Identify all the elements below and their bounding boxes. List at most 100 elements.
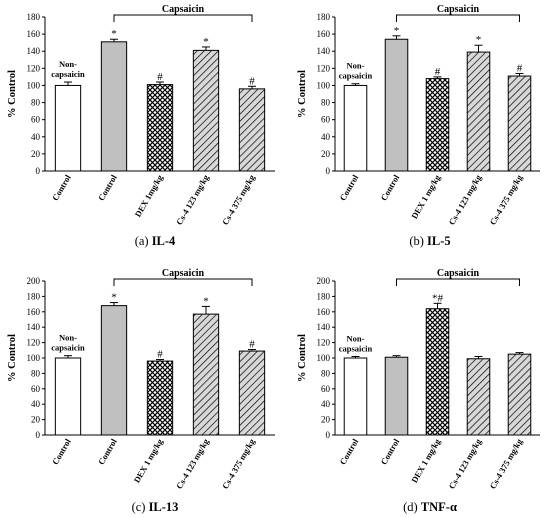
x-tick-label: DEX 1 mg/kg — [409, 172, 443, 220]
y-tick-label: 180 — [27, 12, 41, 22]
y-tick-label: 120 — [27, 338, 41, 348]
bar — [54, 84, 82, 172]
y-tick-label: 60 — [31, 115, 41, 125]
x-tick-label: Cs-4 123 mg/kg — [174, 436, 211, 490]
y-tick-label: 160 — [317, 29, 331, 39]
bar — [192, 313, 220, 436]
significance-marker: * — [203, 36, 209, 48]
x-tick-label: Control — [337, 172, 360, 202]
significance-marker: # — [249, 75, 255, 87]
y-tick-label: 40 — [31, 132, 41, 142]
y-tick-label: 140 — [27, 322, 41, 332]
bar — [238, 350, 266, 436]
x-tick-label: Control — [50, 436, 73, 466]
baseline-annotation: capsaicin — [51, 343, 85, 353]
bar — [343, 357, 368, 436]
y-tick-label: 0 — [326, 166, 331, 176]
y-tick-label: 20 — [321, 149, 331, 159]
bar — [146, 84, 174, 172]
bar — [192, 49, 220, 172]
baseline-annotation: Non- — [59, 59, 77, 69]
baseline-annotation: capsaicin — [339, 343, 373, 353]
group-label: Capsaicin — [162, 268, 205, 279]
group-bracket — [113, 278, 253, 286]
significance-marker: * — [111, 292, 117, 304]
y-tick-label: 60 — [321, 384, 331, 394]
panel-caption: (c) IL-13 — [132, 500, 179, 514]
significance-marker: * — [111, 28, 117, 40]
chart-panel-4: 0 20 40 60 80 100 120 140 160 180 200 % Control Cont… — [297, 268, 540, 514]
bar — [466, 51, 491, 172]
chart-panel-2: 0 20 40 60 80 100 120 140 160 180 % Control Control… — [297, 4, 540, 248]
panel-caption-name: IL-5 — [427, 234, 451, 248]
x-tick-label: Control — [50, 172, 73, 202]
y-tick-label: 0 — [36, 430, 41, 440]
y-tick-label: 100 — [317, 353, 331, 363]
x-tick-label: Cs-4 123 mg/kg — [446, 436, 483, 490]
significance-marker: # — [249, 339, 255, 351]
group-label: Capsaicin — [437, 268, 480, 279]
group-label: Capsaicin — [437, 4, 480, 15]
bar — [100, 41, 128, 172]
y-tick-label: 100 — [27, 353, 41, 363]
y-tick-label: 180 — [317, 12, 331, 22]
group-bracket — [396, 14, 520, 22]
y-tick-label: 60 — [321, 115, 331, 125]
x-tick-label: Cs-4 123 mg/kg — [174, 172, 211, 226]
significance-marker: # — [157, 349, 163, 361]
group-bracket — [396, 278, 520, 286]
bar — [425, 78, 450, 172]
y-tick-label: 60 — [31, 384, 41, 394]
baseline-annotation: Non- — [347, 61, 365, 71]
y-tick-label: 180 — [27, 291, 41, 301]
x-tick-label: Cs-4 375 mg/kg — [220, 172, 257, 226]
baseline-annotation: capsaicin — [51, 69, 85, 79]
bar — [100, 305, 128, 436]
panel-caption-letter: (b) — [409, 234, 427, 248]
panel-caption-name: IL-13 — [149, 500, 179, 514]
baseline-annotation: capsaicin — [339, 71, 373, 81]
y-tick-label: 100 — [317, 80, 331, 90]
y-tick-label: 180 — [317, 291, 331, 301]
y-axis-label: % Control — [7, 334, 18, 382]
y-tick-label: 20 — [321, 415, 331, 425]
y-tick-label: 40 — [321, 399, 331, 409]
y-tick-label: 140 — [317, 322, 331, 332]
chart-panel-3: 0 20 40 60 80 100 120 140 160 180 200 % Control Cont… — [7, 268, 275, 514]
significance-marker: *# — [432, 292, 444, 304]
y-tick-label: 20 — [31, 415, 41, 425]
y-tick-label: 100 — [27, 80, 41, 90]
y-tick-label: 0 — [36, 166, 41, 176]
y-axis-label: % Control — [297, 334, 308, 382]
bar — [425, 308, 450, 436]
panel-caption-name: TNF-α — [421, 500, 457, 514]
y-axis-label: % Control — [297, 70, 308, 118]
y-tick-label: 200 — [27, 276, 41, 286]
y-tick-label: 80 — [321, 98, 331, 108]
baseline-annotation: Non- — [347, 333, 365, 343]
x-tick-label: DEX 1 mg/kg — [132, 436, 166, 484]
x-tick-label: Control — [96, 172, 119, 202]
y-tick-label: 140 — [317, 46, 331, 56]
x-tick-label: Cs-4 123 mg/kg — [446, 172, 483, 226]
y-tick-label: 120 — [317, 63, 331, 73]
y-tick-label: 80 — [31, 98, 41, 108]
x-tick-label: Control — [96, 436, 119, 466]
x-tick-label: Control — [378, 172, 401, 202]
y-tick-label: 40 — [31, 399, 41, 409]
group-label: Capsaicin — [162, 4, 205, 15]
y-axis-label: % Control — [7, 70, 18, 118]
panel-caption-name: IL-4 — [152, 234, 176, 248]
bar — [54, 357, 82, 436]
panel-caption-letter: (d) — [403, 500, 421, 514]
y-tick-label: 120 — [27, 63, 41, 73]
significance-marker: # — [517, 62, 523, 74]
bar — [507, 353, 532, 436]
chart-panel-1: 0 20 40 60 80 100 120 140 160 180 % Control Control… — [7, 4, 275, 248]
bar — [507, 75, 532, 172]
y-tick-label: 80 — [321, 368, 331, 378]
x-tick-label: Control — [378, 436, 401, 466]
x-tick-label: Cs-4 375 mg/kg — [487, 172, 524, 226]
y-tick-label: 20 — [31, 149, 41, 159]
bar — [238, 88, 266, 172]
